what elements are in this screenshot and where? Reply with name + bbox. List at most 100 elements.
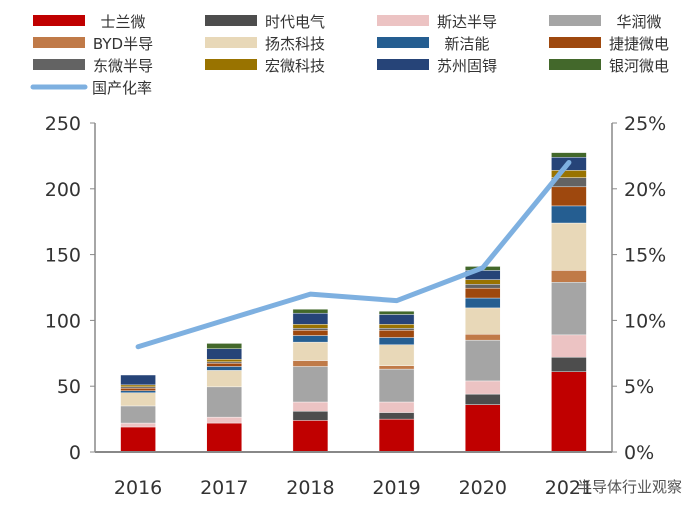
- legend-label: 斯达半导: [437, 13, 497, 31]
- y-tick-label: 100: [45, 310, 81, 332]
- bar-segment: [292, 411, 329, 421]
- bar-segment: [292, 324, 329, 329]
- x-tick-label: 2021: [545, 477, 593, 499]
- y-tick-label: 200: [45, 179, 81, 201]
- y-tick-label: 50: [57, 376, 81, 398]
- legend-swatch: [205, 15, 257, 26]
- y2-tick-label: 5%: [624, 376, 654, 398]
- bar-segment: [551, 270, 587, 283]
- legend-swatch: [33, 15, 85, 26]
- bar-segment: [292, 309, 329, 314]
- y2-tick-label: 20%: [624, 179, 666, 201]
- bar-segment: [292, 401, 329, 412]
- bar-segment: [378, 344, 415, 367]
- legend-swatch: [549, 59, 601, 70]
- bar-segment: [378, 412, 415, 420]
- legend-swatch: [377, 15, 429, 26]
- bar-segment: [378, 314, 415, 325]
- bar-segment: [206, 386, 242, 418]
- bar-segment: [378, 368, 415, 403]
- legend-label: 捷捷微电: [609, 35, 669, 53]
- y2-tick-label: 25%: [624, 113, 666, 135]
- bar-segment: [292, 328, 329, 331]
- legend-swatch: [205, 59, 257, 70]
- bar-segment: [378, 328, 415, 331]
- bar-segment: [378, 324, 415, 329]
- bar-segment: [465, 380, 501, 395]
- bar-segment: [551, 371, 587, 453]
- bar-segment: [378, 337, 415, 345]
- line-series: [135, 159, 572, 350]
- bar-segment: [206, 366, 242, 371]
- bar-segment: [206, 416, 242, 424]
- bar-segment: [465, 284, 501, 289]
- y2-tick-label: 10%: [624, 310, 666, 332]
- legend-label: 东微半导: [93, 57, 153, 75]
- bar-segment: [206, 359, 242, 363]
- bar-segment: [120, 374, 156, 386]
- x-tick-label: 2018: [286, 477, 334, 499]
- x-tick-label: 2017: [200, 477, 248, 499]
- bar-segment: [551, 334, 587, 358]
- legend-swatch: [377, 37, 429, 48]
- legend-swatch: [377, 59, 429, 70]
- legend-label: 士兰微: [100, 13, 145, 31]
- bar-segment: [120, 422, 156, 428]
- legend-swatch: [33, 59, 85, 70]
- legend-label: 宏微科技: [265, 57, 325, 75]
- bar-segment: [292, 341, 329, 361]
- legend-swatch: [549, 37, 601, 48]
- bar-segment: [465, 297, 501, 309]
- y-tick-label: 250: [45, 113, 81, 135]
- bar-segment: [378, 330, 415, 338]
- watermark: 半导体行业观察: [576, 478, 682, 496]
- y2-tick-label: 15%: [624, 245, 666, 267]
- legend-label: 华润微: [616, 13, 661, 31]
- bar-segment: [206, 343, 242, 349]
- bar-segment: [206, 362, 242, 367]
- legend-label: 扬杰科技: [265, 35, 325, 53]
- bar-segment: [206, 348, 242, 360]
- bar-segment: [292, 335, 329, 343]
- x-tick-label: 2019: [372, 477, 420, 499]
- bar-segment: [120, 390, 156, 393]
- legend-swatch: [549, 15, 601, 26]
- bar-segment: [465, 307, 501, 335]
- bar-segment: [551, 222, 587, 271]
- bar-segment: [292, 330, 329, 336]
- bar-segment: [120, 384, 156, 388]
- bar-segment: [292, 360, 329, 367]
- y-tick-label: 0: [69, 442, 81, 464]
- bar-segment: [292, 312, 329, 325]
- bar-segment: [551, 357, 587, 372]
- bar-segment: [551, 152, 587, 158]
- x-tick-label: 2020: [459, 477, 507, 499]
- legend-label: 苏州固锝: [437, 57, 497, 75]
- legend-swatch: [33, 37, 85, 48]
- x-tick-label: 2016: [114, 477, 162, 499]
- legend-label: 国产化率: [92, 79, 152, 97]
- bar-segment: [378, 365, 415, 370]
- y2-tick-label: 0%: [624, 442, 654, 464]
- y-tick-label: 150: [45, 245, 81, 267]
- bar-segment: [465, 287, 501, 299]
- legend-label: BYD半导: [93, 35, 153, 53]
- bar-segment: [551, 186, 587, 207]
- bar-segment: [465, 334, 501, 341]
- bar-segment: [292, 366, 329, 403]
- bar-segment: [378, 418, 415, 453]
- bar-segment: [292, 420, 329, 453]
- bar-segment: [120, 392, 156, 407]
- bar-segment: [465, 393, 501, 405]
- legend-label: 新洁能: [444, 35, 489, 53]
- bar-segment: [465, 339, 501, 382]
- legend-swatch: [205, 37, 257, 48]
- legend-label: 银河微电: [609, 57, 669, 75]
- bar-segment: [120, 405, 156, 424]
- bar-segment: [378, 401, 415, 413]
- bar-segment: [551, 205, 587, 224]
- bar-segment: [206, 422, 242, 453]
- bar-segment: [465, 279, 501, 285]
